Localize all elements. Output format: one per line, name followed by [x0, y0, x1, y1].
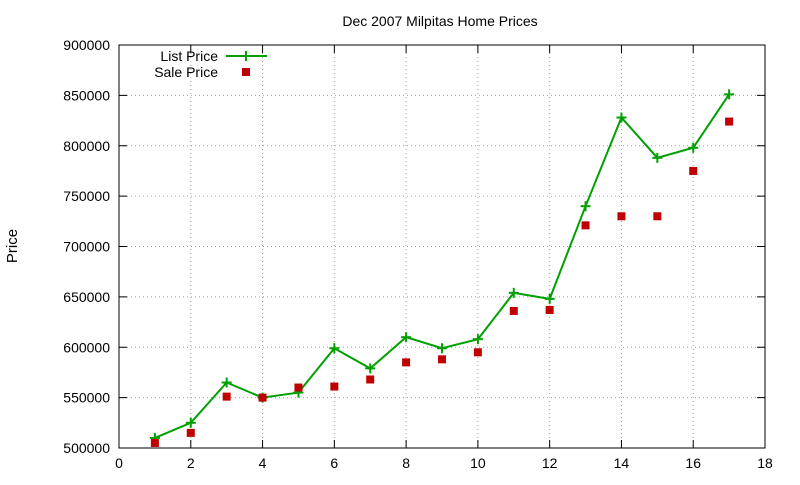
data-point [652, 152, 663, 163]
data-point [437, 343, 447, 354]
series [149, 89, 735, 447]
data-point [221, 377, 232, 388]
x-tick-label: 6 [330, 455, 338, 471]
chart-title: Dec 2007 Milpitas Home Prices [342, 13, 537, 29]
x-axis: 0 2 4 6 8 10 12 14 16 18 [115, 45, 773, 471]
data-point [402, 358, 411, 367]
x-tick-label: 12 [542, 455, 558, 471]
x-tick-label: 10 [470, 455, 486, 471]
grid [119, 45, 765, 448]
data-point [150, 438, 159, 447]
series-line [154, 93, 730, 439]
data-point [689, 166, 698, 175]
data-point [509, 306, 518, 315]
data-point [365, 363, 376, 374]
legend-label: Sale Price [154, 64, 218, 80]
y-tick-label: 600000 [63, 339, 110, 355]
y-tick-label: 900000 [63, 37, 110, 53]
data-point [401, 332, 412, 343]
data-point [581, 221, 590, 230]
x-tick-label: 2 [187, 455, 195, 471]
x-tick-label: 18 [757, 455, 773, 471]
y-tick-label: 850000 [63, 87, 110, 103]
data-point [725, 117, 734, 126]
y-tick-label: 500000 [63, 440, 110, 456]
data-point [580, 201, 591, 212]
legend-label: List Price [160, 48, 218, 64]
data-point [473, 348, 482, 357]
data-point [294, 383, 303, 392]
series-list-price [149, 89, 735, 443]
y-axis: 500000 550000 600000 650000 700000 750000 8000… [63, 37, 765, 456]
data-point [185, 417, 196, 428]
data-point [186, 428, 195, 437]
data-point [688, 142, 699, 153]
data-point [653, 212, 662, 221]
data-point [508, 287, 519, 298]
data-point [617, 212, 626, 221]
y-tick-label: 800000 [63, 138, 110, 154]
data-point [438, 355, 446, 364]
data-point [545, 305, 554, 314]
x-tick-label: 4 [259, 455, 267, 471]
data-point [366, 375, 375, 384]
x-tick-label: 8 [402, 455, 410, 471]
data-point [724, 89, 735, 100]
x-tick-label: 14 [614, 455, 630, 471]
legend-marker [241, 51, 251, 61]
data-point [616, 112, 627, 123]
x-tick-label: 16 [685, 455, 701, 471]
y-tick-label: 750000 [63, 188, 110, 204]
legend-marker [242, 68, 250, 76]
y-tick-label: 650000 [63, 289, 110, 305]
data-point [258, 393, 267, 402]
data-point [472, 334, 483, 345]
data-point [222, 392, 231, 401]
y-tick-label: 550000 [63, 390, 110, 406]
data-point [330, 382, 339, 391]
y-tick-label: 700000 [63, 239, 110, 255]
y-axis-label: Price [4, 229, 21, 263]
data-point [544, 293, 555, 304]
data-point [329, 343, 340, 354]
series-sale-price [150, 117, 734, 447]
x-tick-label: 0 [115, 455, 123, 471]
